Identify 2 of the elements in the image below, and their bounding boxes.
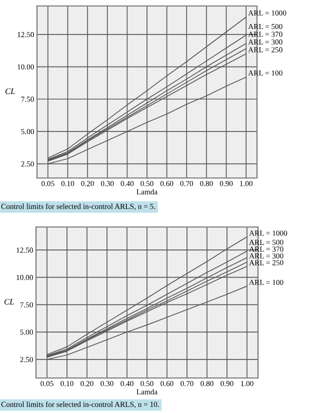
y-axis-title: CL bbox=[5, 88, 15, 94]
y-axis-title: CL bbox=[4, 298, 14, 305]
